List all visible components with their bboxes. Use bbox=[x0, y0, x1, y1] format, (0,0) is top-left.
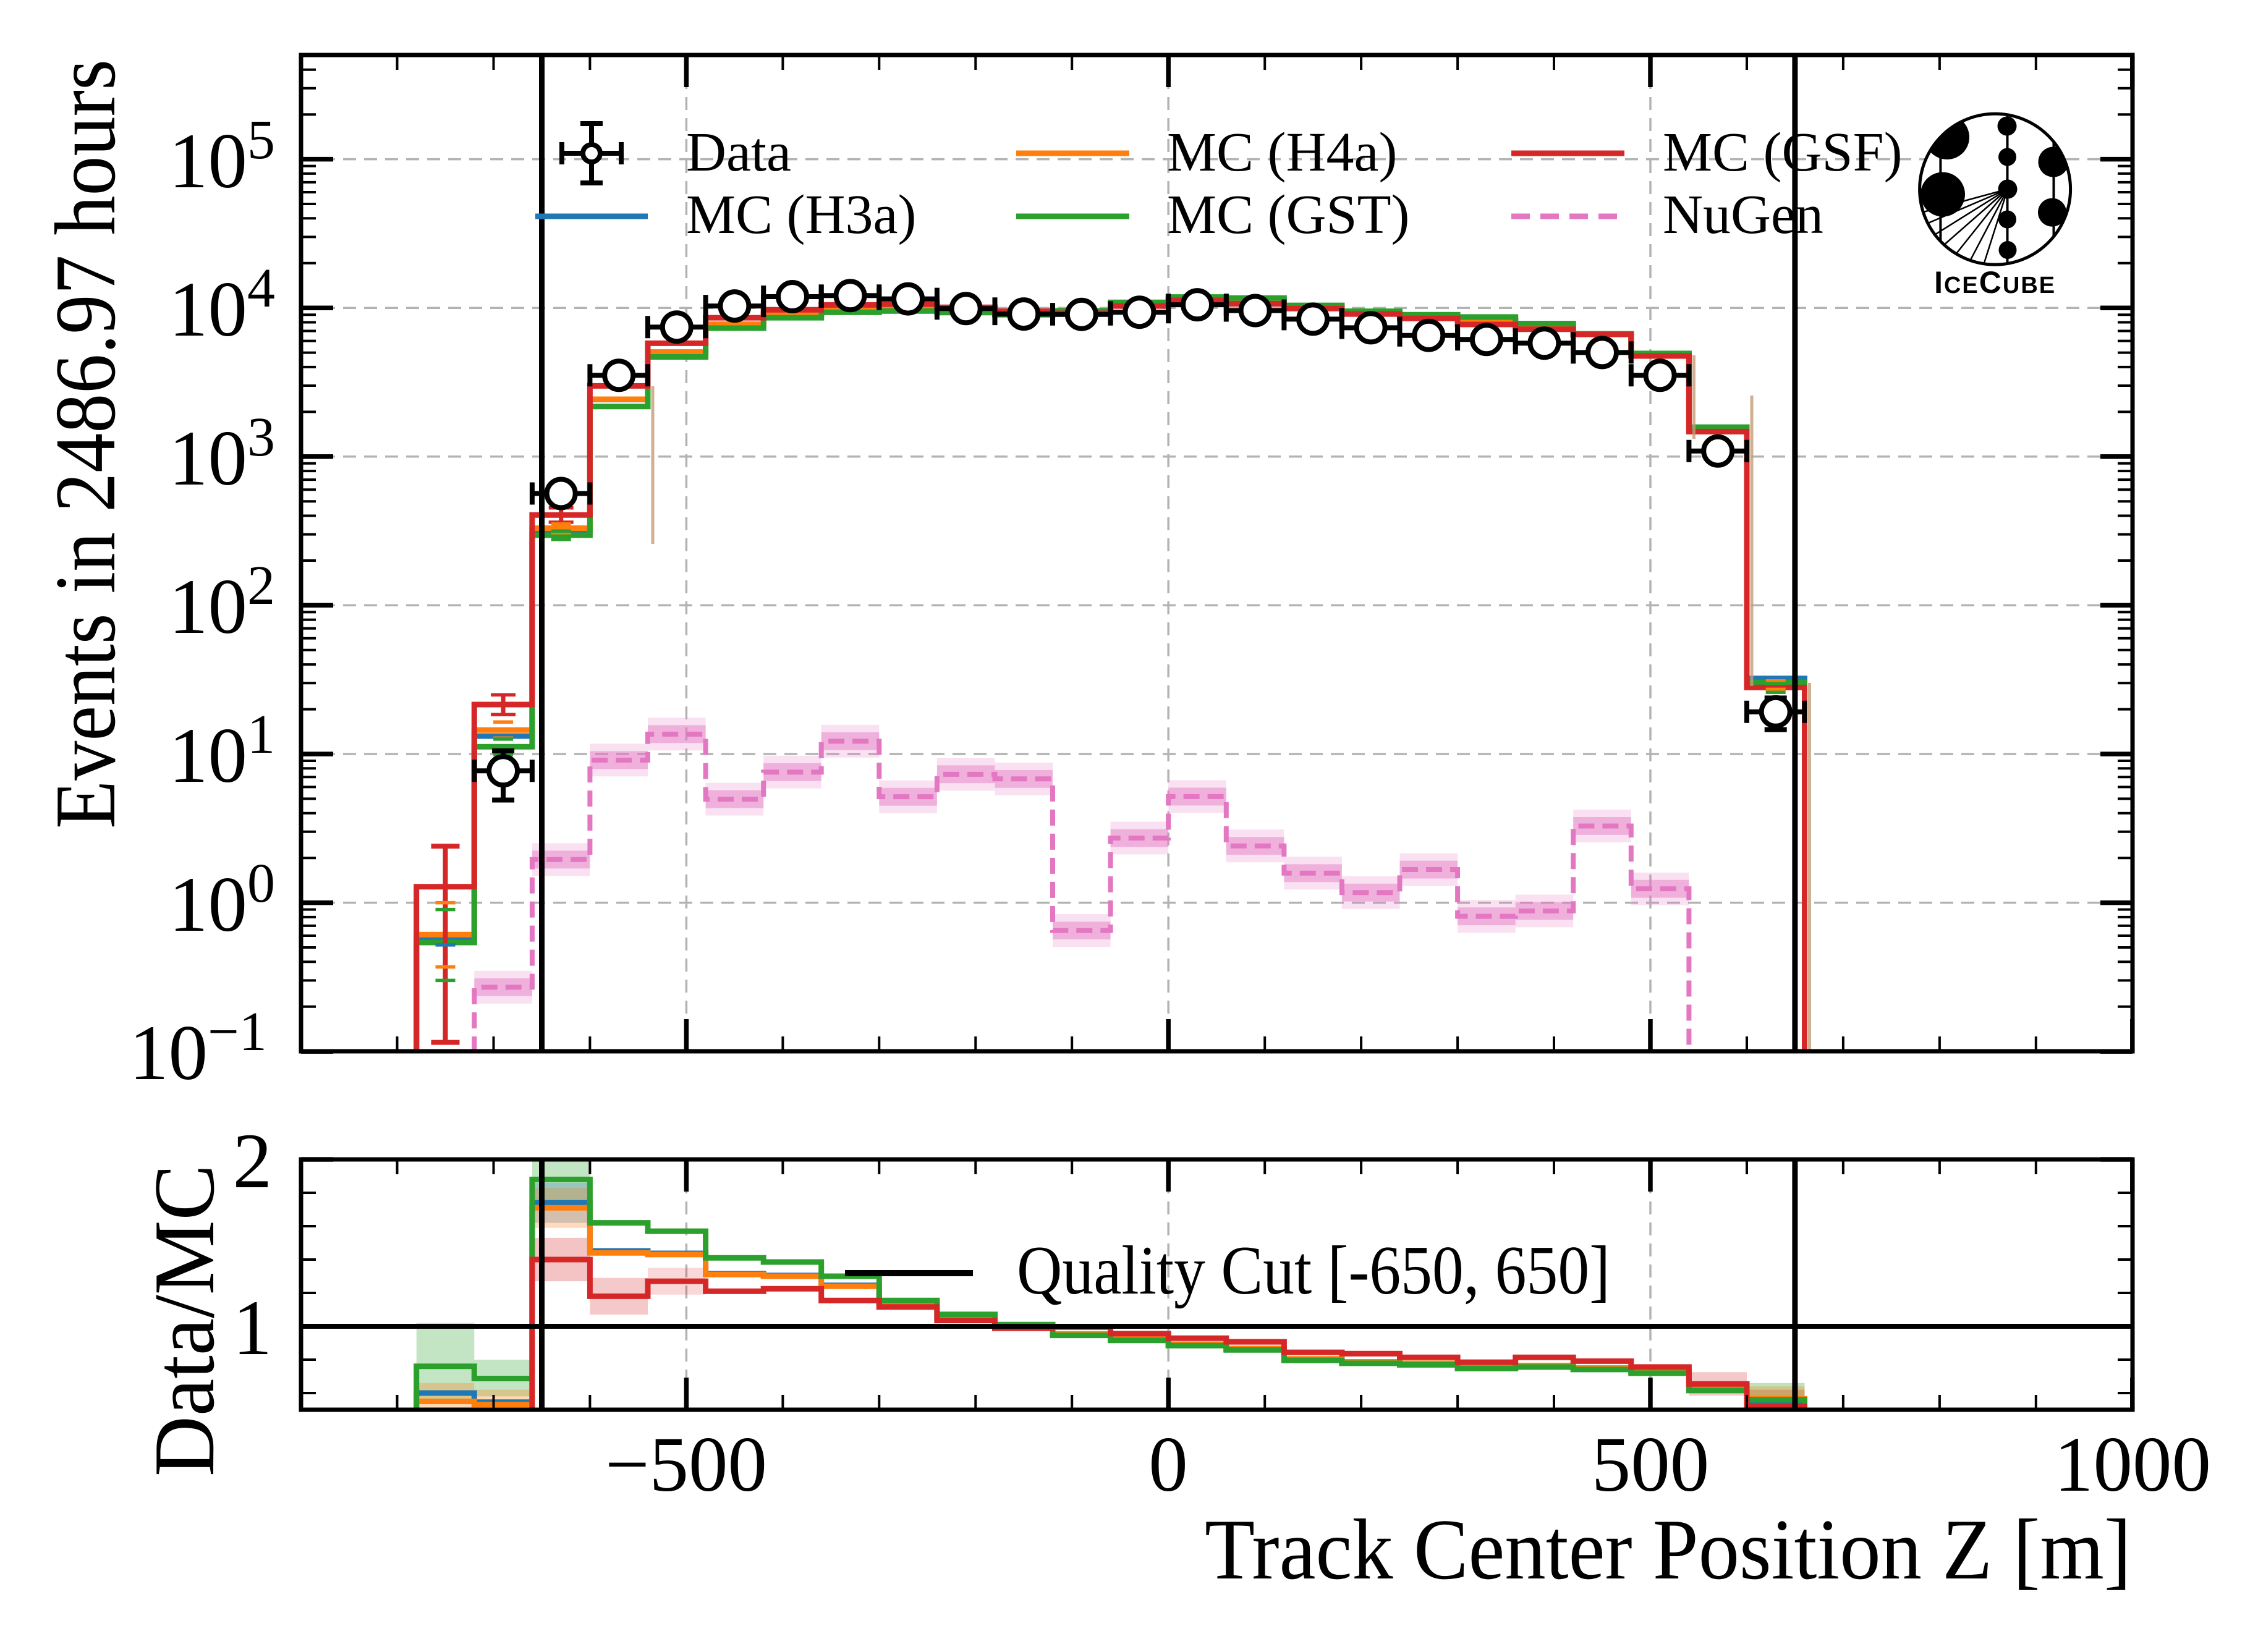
svg-text:0: 0 bbox=[247, 853, 275, 914]
svg-text:3: 3 bbox=[247, 407, 275, 468]
svg-text:ICECUBE: ICECUBE bbox=[1934, 265, 2056, 300]
svg-text:10: 10 bbox=[169, 862, 247, 948]
svg-text:500: 500 bbox=[1592, 1421, 1710, 1508]
svg-text:MC (H4a): MC (H4a) bbox=[1167, 122, 1397, 183]
svg-text:10: 10 bbox=[169, 713, 247, 799]
svg-text:Data: Data bbox=[686, 122, 791, 183]
svg-text:NuGen: NuGen bbox=[1663, 184, 1823, 245]
svg-text:1: 1 bbox=[247, 704, 275, 765]
svg-text:−1: −1 bbox=[208, 1001, 267, 1062]
svg-text:10: 10 bbox=[169, 118, 247, 205]
svg-text:Track Center Position Z [m]: Track Center Position Z [m] bbox=[1205, 1502, 2131, 1598]
svg-text:10: 10 bbox=[169, 415, 247, 502]
svg-text:0: 0 bbox=[1148, 1421, 1188, 1508]
svg-text:MC (GSF): MC (GSF) bbox=[1663, 122, 1903, 183]
svg-text:2: 2 bbox=[233, 1118, 273, 1205]
svg-text:MC (H3a): MC (H3a) bbox=[686, 184, 916, 245]
svg-text:1000: 1000 bbox=[2054, 1421, 2211, 1508]
svg-text:−500: −500 bbox=[605, 1421, 767, 1508]
svg-text:4: 4 bbox=[247, 258, 275, 319]
svg-text:5: 5 bbox=[247, 109, 275, 171]
svg-text:Data/MC: Data/MC bbox=[137, 1164, 232, 1476]
svg-text:Events in 2486.97 hours: Events in 2486.97 hours bbox=[38, 59, 134, 829]
svg-text:10: 10 bbox=[169, 266, 247, 353]
svg-text:10: 10 bbox=[129, 1010, 208, 1096]
svg-text:10: 10 bbox=[169, 564, 247, 650]
svg-text:1: 1 bbox=[233, 1285, 273, 1371]
svg-text:2: 2 bbox=[247, 555, 275, 616]
svg-text:Quality Cut [-650, 650]: Quality Cut [-650, 650] bbox=[1017, 1232, 1610, 1309]
svg-text:MC (GST): MC (GST) bbox=[1167, 184, 1410, 245]
